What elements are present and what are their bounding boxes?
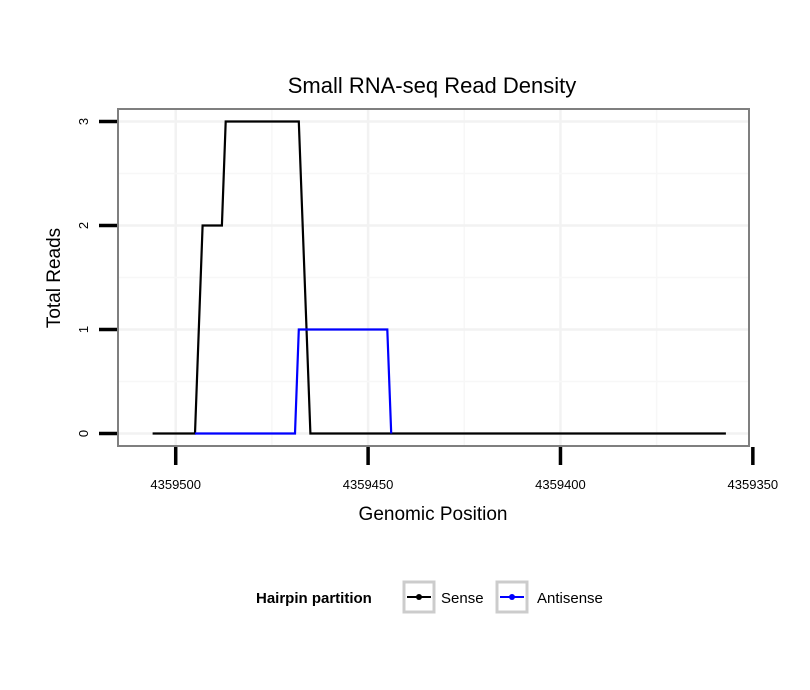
- grid-lines: [118, 109, 749, 446]
- series-line-sense: [152, 120, 726, 435]
- series-lines: [152, 120, 726, 435]
- legend-point-antisense: [509, 594, 515, 600]
- y-tick-label: 0: [76, 430, 91, 437]
- chart-title: Small RNA-seq Read Density: [288, 73, 577, 98]
- panel-border: [117, 108, 750, 447]
- y-axis-ticks: 0 1 2 3: [76, 118, 117, 437]
- x-axis-title: Genomic Position: [359, 504, 508, 525]
- legend-label-sense: Sense: [441, 590, 484, 607]
- legend: Hairpin partition Sense Antisense: [256, 580, 603, 614]
- x-tick-label: 4359450: [343, 477, 394, 492]
- legend-title: Hairpin partition: [256, 590, 372, 607]
- legend-point-sense: [416, 594, 422, 600]
- y-tick-label: 2: [76, 222, 91, 229]
- legend-entry-sense[interactable]: Sense: [402, 580, 484, 614]
- x-tick-label: 4359500: [150, 477, 201, 492]
- legend-label-antisense: Antisense: [537, 590, 603, 607]
- x-tick-label: 4359400: [535, 477, 586, 492]
- series-line-antisense: [195, 328, 393, 435]
- legend-entry-antisense[interactable]: Antisense: [495, 580, 603, 614]
- x-tick-label: 4359350: [728, 477, 779, 492]
- y-tick-label: 1: [76, 326, 91, 333]
- y-tick-label: 3: [76, 118, 91, 125]
- x-axis-ticks: 4359500 4359450 4359400 4359350: [150, 447, 778, 492]
- y-axis-title: Total Reads: [44, 228, 65, 328]
